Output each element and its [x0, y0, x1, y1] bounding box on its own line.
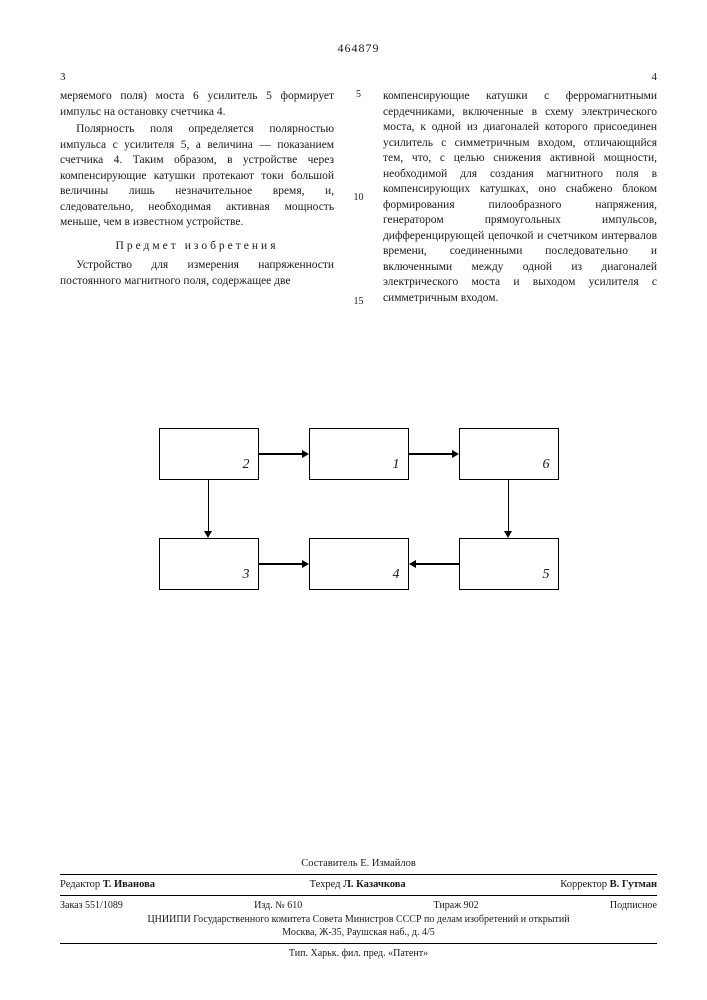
- line-marker: 15: [352, 295, 365, 309]
- text-columns: 3 меряемого поля) моста 6 усилитель 5 фо…: [60, 70, 657, 308]
- arrow-line: [409, 453, 452, 455]
- arrow-head-icon: [504, 531, 512, 538]
- block-1: 1: [309, 428, 409, 480]
- arrow-line: [259, 453, 302, 455]
- edition-number: Изд. № 610: [254, 899, 302, 913]
- compiler-name: Е. Измайлов: [360, 858, 416, 869]
- page-number-right: 4: [383, 70, 657, 85]
- block-5: 5: [459, 538, 559, 590]
- arrow-head-icon: [204, 531, 212, 538]
- arrow-head-icon: [302, 450, 309, 458]
- line-number-gutter: 5 10 15: [352, 70, 365, 308]
- block-3: 3: [159, 538, 259, 590]
- left-paragraph-1: меряемого поля) моста 6 усилитель 5 форм…: [60, 89, 334, 120]
- block-diagram-container: 2 1 6 3 4 5: [60, 418, 657, 608]
- page: 464879 3 меряемого поля) моста 6 усилите…: [0, 0, 707, 1000]
- subscription: Подписное: [610, 899, 657, 913]
- divider: [60, 874, 657, 875]
- corrector: Корректор В. Гутман: [560, 878, 657, 892]
- divider: [60, 895, 657, 896]
- print-run: Тираж 902: [434, 899, 479, 913]
- block-label: 3: [243, 566, 250, 585]
- left-paragraph-3: Устройство для измерения напряженности п…: [60, 258, 334, 289]
- compiler-label: Составитель: [301, 858, 357, 869]
- arrow-head-icon: [409, 560, 416, 568]
- column-left: 3 меряемого поля) моста 6 усилитель 5 фо…: [60, 70, 334, 308]
- editor: Редактор Т. Иванова: [60, 878, 155, 892]
- block-2: 2: [159, 428, 259, 480]
- colophon: Составитель Е. Измайлов Редактор Т. Иван…: [60, 857, 657, 960]
- publisher-org: ЦНИИПИ Государственного комитета Совета …: [60, 913, 657, 927]
- printer-line: Тип. Харьк. фил. пред. «Патент»: [60, 947, 657, 961]
- techred: Техред Л. Казачкова: [310, 878, 406, 892]
- block-label: 6: [543, 456, 550, 475]
- subject-heading: Предмет изобретения: [60, 239, 334, 255]
- arrow-line: [259, 563, 302, 565]
- arrow-line: [416, 563, 459, 565]
- block-6: 6: [459, 428, 559, 480]
- column-right: 4 компенсирующие катушки с ферромагнитны…: [383, 70, 657, 308]
- block-diagram: 2 1 6 3 4 5: [149, 418, 569, 608]
- block-4: 4: [309, 538, 409, 590]
- block-label: 2: [243, 456, 250, 475]
- block-label: 4: [393, 566, 400, 585]
- left-paragraph-2: Полярность поля определяется полярностью…: [60, 122, 334, 231]
- line-marker: 5: [352, 88, 365, 102]
- block-label: 5: [543, 566, 550, 585]
- arrow-line: [508, 480, 510, 531]
- divider: [60, 943, 657, 944]
- right-paragraph-1: компенсирующие катушки с ферромагнитными…: [383, 89, 657, 306]
- publisher-address: Москва, Ж-35, Раушская наб., д. 4/5: [60, 926, 657, 940]
- page-number-left: 3: [60, 70, 334, 85]
- order-number: Заказ 551/1089: [60, 899, 123, 913]
- arrow-head-icon: [302, 560, 309, 568]
- arrow-head-icon: [452, 450, 459, 458]
- patent-number: 464879: [60, 40, 657, 56]
- line-marker: 10: [352, 191, 365, 205]
- arrow-line: [208, 480, 210, 531]
- block-label: 1: [393, 456, 400, 475]
